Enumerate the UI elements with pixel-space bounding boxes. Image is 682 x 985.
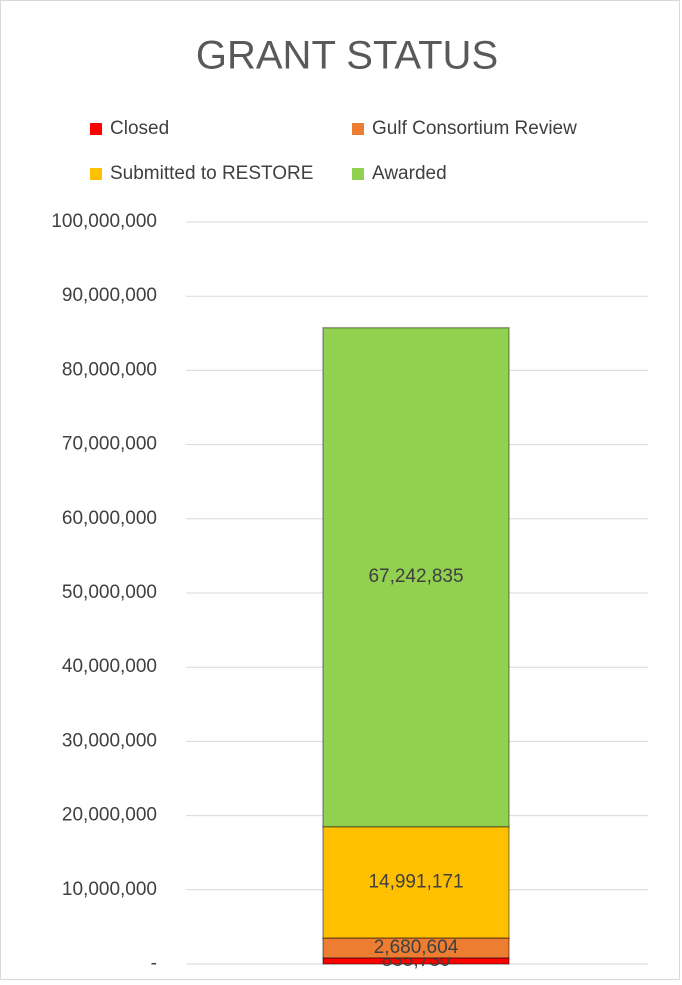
legend-swatch [352, 168, 364, 180]
y-tick-label: 30,000,000 [62, 730, 157, 751]
data-label: 14,991,171 [368, 871, 463, 892]
y-tick-label: 70,000,000 [62, 434, 157, 455]
y-tick-label: 100,000,000 [51, 211, 157, 232]
legend-label: Awarded [372, 163, 447, 184]
y-tick-label: 60,000,000 [62, 508, 157, 529]
y-tick-label: 90,000,000 [62, 285, 157, 306]
legend-swatch [90, 123, 102, 135]
chart-title: GRANT STATUS [196, 34, 498, 78]
bar-segment [322, 326, 510, 828]
legend-swatch [90, 168, 102, 180]
y-tick-label: 40,000,000 [62, 656, 157, 677]
legend-label: Submitted to RESTORE [110, 163, 313, 184]
legend-label: Closed [110, 118, 169, 139]
bar-segment [322, 825, 510, 939]
data-label: 67,242,835 [368, 566, 463, 587]
y-tick-label: 80,000,000 [62, 359, 157, 380]
legend-label: Gulf Consortium Review [372, 118, 577, 139]
y-tick-label: 20,000,000 [62, 805, 157, 826]
y-tick-label: - [151, 953, 157, 974]
data-label: 2,680,604 [374, 937, 459, 958]
y-tick-label: 50,000,000 [62, 582, 157, 603]
legend-swatch [352, 123, 364, 135]
y-tick-label: 10,000,000 [62, 879, 157, 900]
